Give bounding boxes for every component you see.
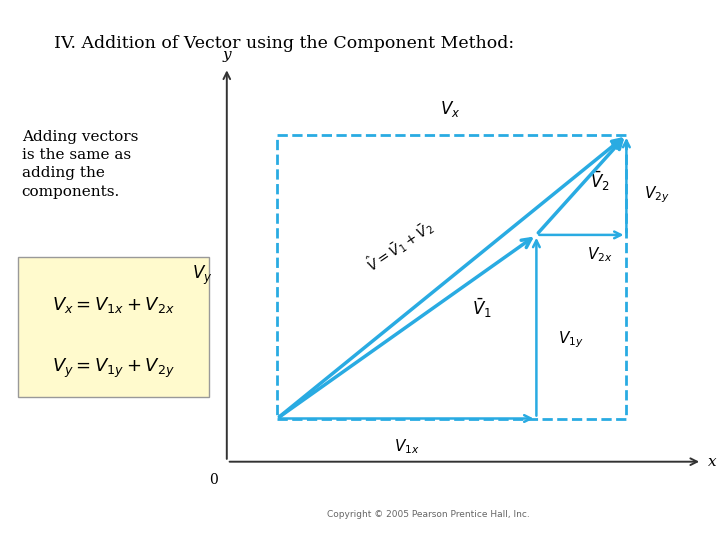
Text: $\hat{V} = \bar{V}_1 + \bar{V}_2$: $\hat{V} = \bar{V}_1 + \bar{V}_2$ — [361, 215, 438, 276]
Text: Adding vectors
is the same as
adding the
components.: Adding vectors is the same as adding the… — [22, 130, 138, 199]
Text: x: x — [708, 455, 716, 469]
Text: $\mathit{V_y = V_{1y} + V_{2y}}$: $\mathit{V_y = V_{1y} + V_{2y}}$ — [53, 357, 175, 380]
Text: $V_{2x}$: $V_{2x}$ — [587, 246, 613, 265]
Text: $\mathit{V_x = V_{1x} + V_{2x}}$: $\mathit{V_x = V_{1x} + V_{2x}}$ — [53, 295, 175, 315]
Text: y: y — [222, 48, 231, 62]
Text: IV. Addition of Vector using the Component Method:: IV. Addition of Vector using the Compone… — [54, 35, 514, 52]
Text: $V_{1y}$: $V_{1y}$ — [558, 330, 584, 350]
Text: $V_{2y}$: $V_{2y}$ — [644, 184, 670, 205]
Text: $\bar{V}_2$: $\bar{V}_2$ — [590, 169, 610, 193]
Text: $V_x$: $V_x$ — [440, 99, 460, 119]
Text: Copyright © 2005 Pearson Prentice Hall, Inc.: Copyright © 2005 Pearson Prentice Hall, … — [327, 510, 530, 519]
Text: $V_{1x}$: $V_{1x}$ — [394, 437, 420, 456]
Text: $\bar{V}_1$: $\bar{V}_1$ — [472, 296, 492, 320]
Text: 0: 0 — [210, 472, 218, 487]
FancyBboxPatch shape — [18, 256, 209, 397]
Text: $V_y$: $V_y$ — [192, 264, 212, 287]
